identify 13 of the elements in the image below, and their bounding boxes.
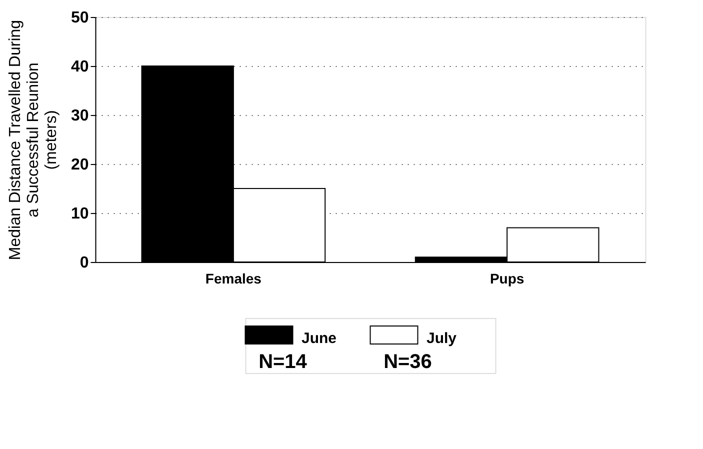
- y-axis-title: Median Distance Travelled During a Successful Reunion (meters): [6, 20, 60, 260]
- y-tick-label: 10: [70, 206, 89, 222]
- text: N=36: [384, 351, 432, 373]
- y-tick-label: 30: [70, 108, 89, 124]
- legend-label: June: [302, 330, 337, 347]
- y-tick-label: 50: [70, 10, 89, 26]
- x-tick-label: Females: [205, 270, 262, 286]
- x-tick-label: Pups: [490, 270, 524, 286]
- y-tick-label: 20: [70, 156, 89, 174]
- y-tick-label: 40: [70, 58, 89, 76]
- legend-label: July: [426, 330, 458, 347]
- text: N=14: [258, 351, 308, 373]
- y-tick-label: 0: [80, 254, 89, 272]
